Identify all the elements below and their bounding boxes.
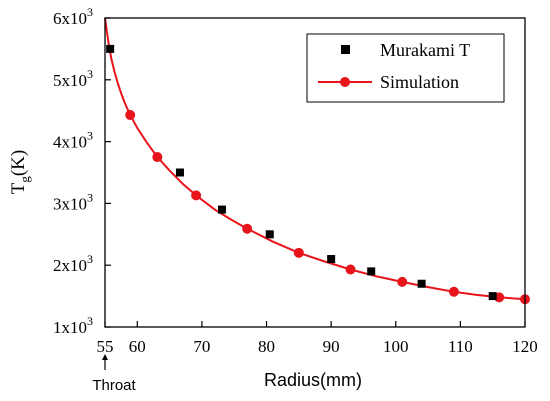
simulation-point bbox=[152, 152, 163, 163]
x-tick-label: 60 bbox=[129, 337, 146, 356]
y-tick-mantissa: 4x10 bbox=[53, 133, 87, 152]
x-tick-label: 55 bbox=[97, 337, 114, 356]
y-tick-label: 1x103 bbox=[53, 314, 93, 337]
throat-annotation: Throat bbox=[92, 354, 137, 394]
y-tick-label: 2x103 bbox=[53, 252, 93, 275]
y-tick-exponent: 3 bbox=[87, 190, 93, 204]
legend-box bbox=[306, 33, 505, 103]
y-tick-exponent: 3 bbox=[87, 129, 93, 143]
murakami-point bbox=[265, 230, 274, 239]
y-tick-label: 6x103 bbox=[53, 5, 93, 28]
y-tick-exponent: 3 bbox=[87, 314, 93, 328]
legend-circle-marker-icon bbox=[340, 77, 350, 87]
throat-label: Throat bbox=[92, 377, 136, 394]
simulation-point bbox=[293, 247, 304, 258]
throat-arrow-head-icon bbox=[102, 354, 108, 360]
murakami-point bbox=[327, 255, 336, 264]
legend-label-murakami: Murakami T bbox=[380, 40, 470, 60]
simulation-point bbox=[242, 223, 253, 234]
tick-layer: 55 60 70 80 90 100 110 1201x1032x1033x1034x1035… bbox=[53, 5, 538, 356]
murakami-point bbox=[417, 279, 426, 288]
murakami-point bbox=[488, 292, 497, 301]
legend: Murakami T Simulation bbox=[306, 33, 505, 103]
x-axis-title: Radius(mm) bbox=[264, 370, 362, 390]
murakami-point bbox=[217, 205, 226, 214]
x-tick-label: 90 bbox=[323, 337, 340, 356]
y-axis-title: Tg(K) bbox=[8, 150, 32, 195]
simulation-point bbox=[397, 276, 408, 287]
x-tick-label: 100 bbox=[383, 337, 409, 356]
y-tick-mantissa: 5x10 bbox=[53, 71, 87, 90]
y-tick-label: 3x103 bbox=[53, 190, 93, 213]
x-tick-label: 80 bbox=[258, 337, 275, 356]
simulation-point bbox=[345, 264, 356, 275]
y-tick-exponent: 3 bbox=[87, 67, 93, 81]
simulation-point bbox=[191, 190, 202, 201]
y-tick-mantissa: 2x10 bbox=[53, 256, 87, 275]
murakami-point bbox=[367, 267, 376, 276]
legend-label-simulation: Simulation bbox=[380, 72, 459, 92]
y-tick-exponent: 3 bbox=[87, 252, 93, 266]
svg-text:Tg(K): Tg(K) bbox=[8, 150, 32, 195]
y-axis-title-sub: g bbox=[17, 176, 32, 183]
y-axis-title-suffix: (K) bbox=[8, 150, 29, 176]
legend-square-marker-icon bbox=[341, 45, 350, 54]
plot-frame bbox=[104, 17, 526, 328]
y-tick-mantissa: 1x10 bbox=[53, 318, 87, 337]
x-tick-label: 110 bbox=[448, 337, 473, 356]
y-tick-label: 4x103 bbox=[53, 129, 93, 152]
murakami-point bbox=[175, 168, 184, 177]
marker-layer bbox=[106, 44, 530, 305]
murakami-point bbox=[106, 44, 115, 53]
x-tick-label: 70 bbox=[193, 337, 210, 356]
simulation-point bbox=[125, 110, 136, 121]
y-tick-mantissa: 3x10 bbox=[53, 194, 87, 213]
y-tick-mantissa: 6x10 bbox=[53, 9, 87, 28]
simulation-point bbox=[448, 286, 459, 297]
y-axis-title-main: T bbox=[8, 182, 29, 194]
y-tick-label: 5x103 bbox=[53, 67, 93, 90]
x-tick-label: 120 bbox=[512, 337, 538, 356]
y-tick-exponent: 3 bbox=[87, 5, 93, 19]
